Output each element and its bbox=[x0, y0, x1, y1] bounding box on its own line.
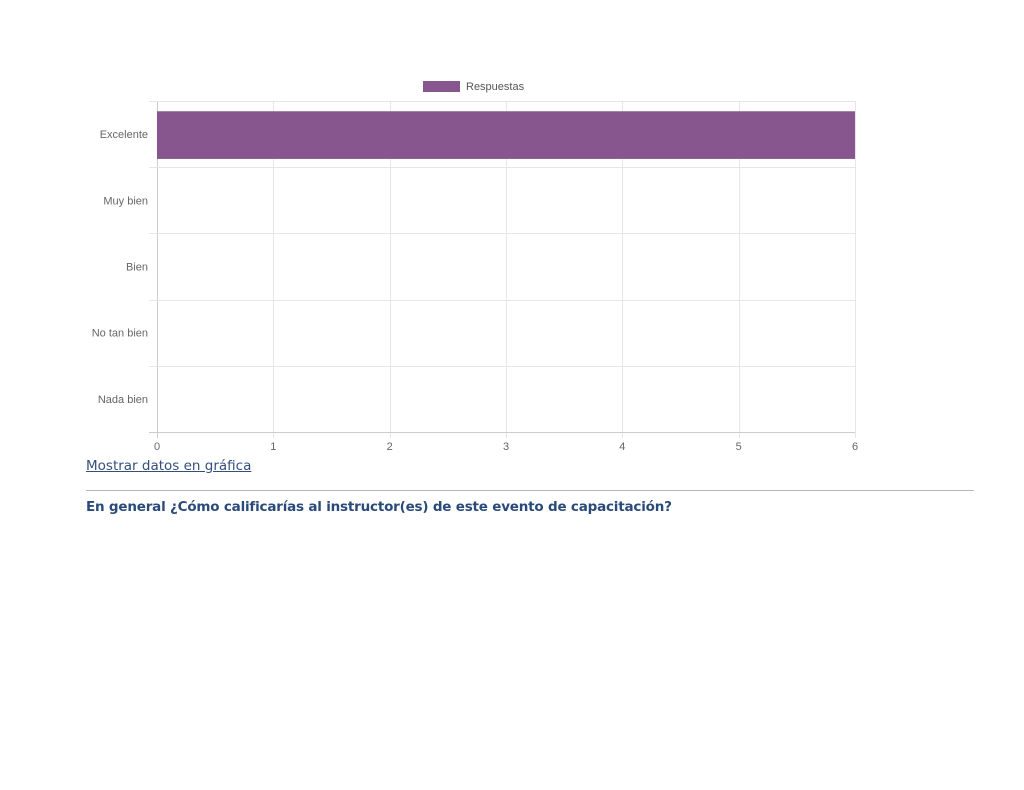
show-data-link[interactable]: Mostrar datos en gráfica bbox=[86, 458, 252, 474]
bar-excelente[interactable] bbox=[157, 111, 855, 159]
section-divider bbox=[86, 490, 974, 491]
chart-legend: Respuestas bbox=[423, 81, 525, 93]
x-tick-label: 0 bbox=[154, 441, 160, 453]
chart-bars bbox=[157, 111, 855, 159]
y-tick-label: Nada bien bbox=[98, 394, 148, 406]
bar-chart: Respuestas Excelente Muy bien Bien No tan b… bbox=[92, 81, 858, 453]
x-tick-label: 6 bbox=[852, 441, 858, 453]
y-tick-label: Excelente bbox=[100, 129, 148, 141]
legend-swatch[interactable] bbox=[423, 81, 460, 92]
x-tick-label: 2 bbox=[387, 441, 393, 453]
x-tick-label: 3 bbox=[503, 441, 509, 453]
question-title: En general ¿Cómo calificarías al instruc… bbox=[86, 499, 672, 515]
x-tick-label: 1 bbox=[270, 441, 276, 453]
y-tick-label: Bien bbox=[126, 262, 148, 274]
y-axis-labels: Excelente Muy bien Bien No tan bien Nada bie… bbox=[92, 129, 148, 406]
x-tick-label: 4 bbox=[619, 441, 625, 453]
x-axis-labels: 0 1 2 3 4 5 6 bbox=[154, 441, 858, 453]
legend-label: Respuestas bbox=[466, 81, 525, 93]
x-tick-label: 5 bbox=[736, 441, 742, 453]
y-tick-label: No tan bien bbox=[92, 328, 148, 340]
y-tick-label: Muy bien bbox=[103, 195, 148, 207]
